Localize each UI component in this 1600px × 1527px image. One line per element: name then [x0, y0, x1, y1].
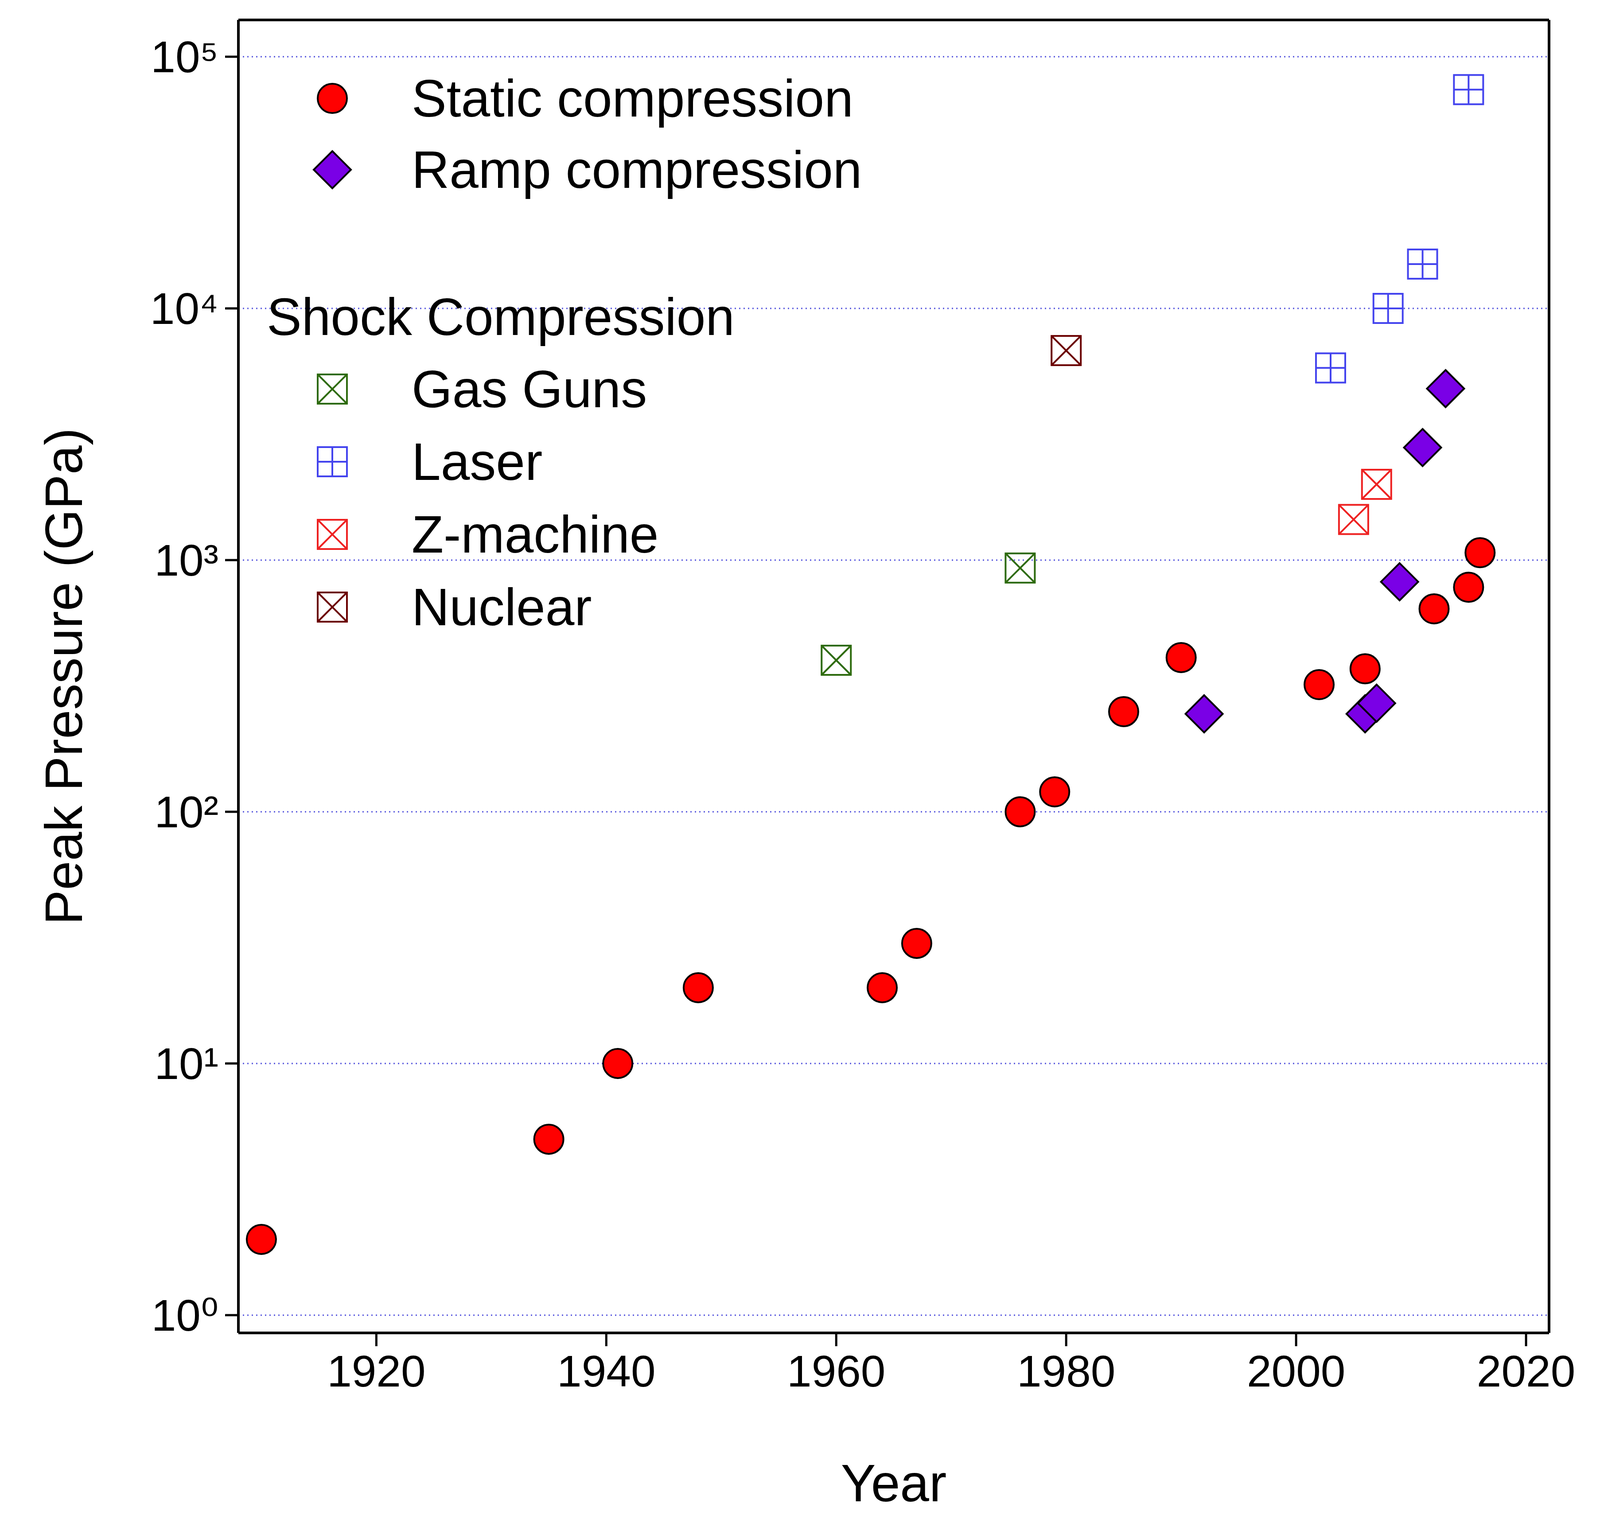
- svg-text:Shock Compression: Shock Compression: [266, 287, 735, 347]
- svg-text:Peak Pressure (GPa): Peak Pressure (GPa): [34, 428, 94, 925]
- svg-text:10⁴: 10⁴: [150, 283, 219, 334]
- svg-text:Ramp compression: Ramp compression: [411, 140, 862, 199]
- svg-text:1980: 1980: [1016, 1346, 1116, 1396]
- svg-text:10⁵: 10⁵: [150, 31, 219, 82]
- svg-text:10¹: 10¹: [154, 1038, 219, 1089]
- svg-text:Year: Year: [840, 1453, 947, 1513]
- svg-text:1920: 1920: [327, 1346, 426, 1396]
- svg-text:Static compression: Static compression: [411, 69, 854, 128]
- svg-text:10⁰: 10⁰: [151, 1290, 219, 1340]
- svg-text:10³: 10³: [154, 535, 219, 585]
- svg-text:Z-machine: Z-machine: [411, 505, 659, 564]
- svg-text:2000: 2000: [1246, 1346, 1346, 1396]
- svg-text:Laser: Laser: [411, 432, 543, 491]
- svg-text:1940: 1940: [556, 1346, 656, 1396]
- svg-text:Nuclear: Nuclear: [411, 577, 592, 637]
- svg-text:1960: 1960: [786, 1346, 886, 1396]
- svg-text:Gas Guns: Gas Guns: [411, 359, 647, 419]
- svg-text:2020: 2020: [1476, 1346, 1576, 1396]
- svg-text:10²: 10²: [154, 786, 219, 837]
